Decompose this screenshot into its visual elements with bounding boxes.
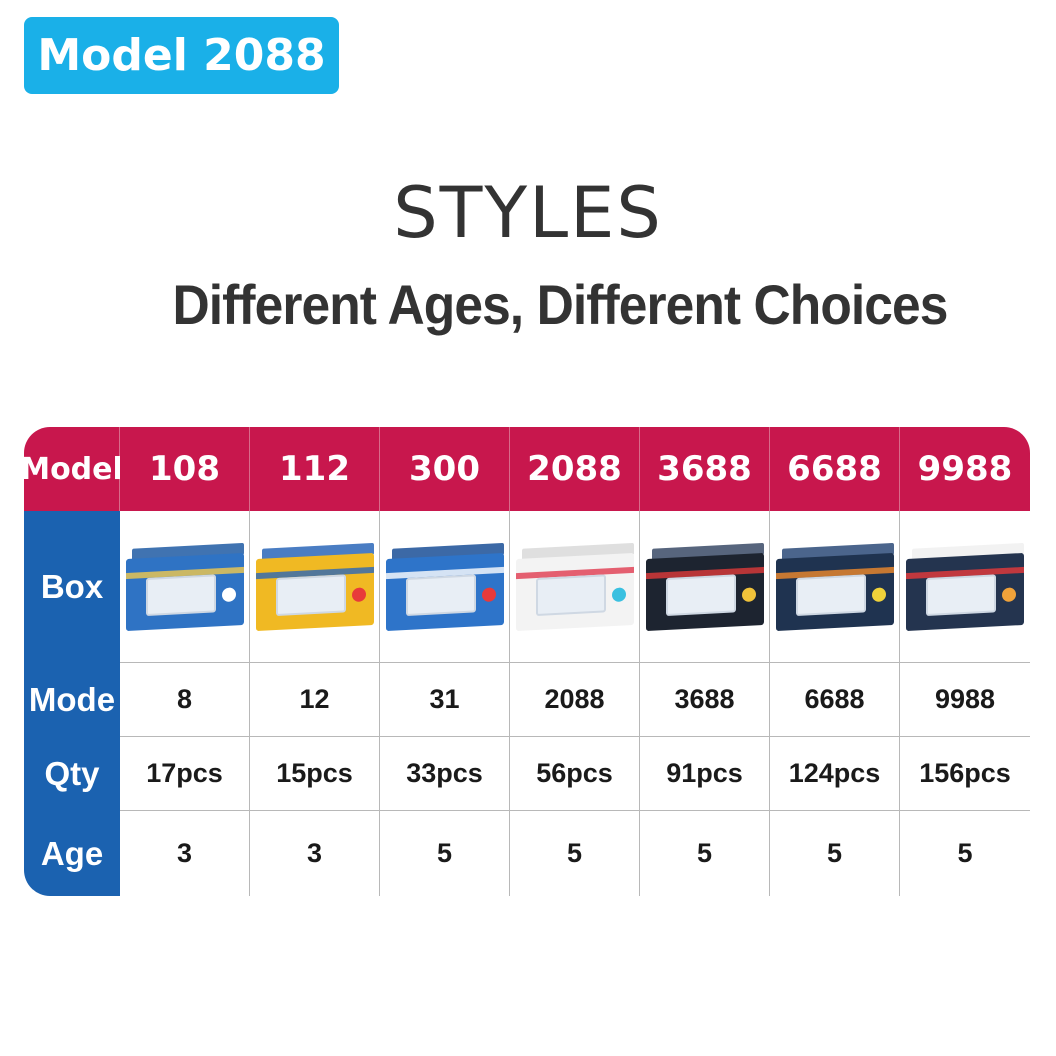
- header-model: 300: [380, 427, 510, 511]
- circuit-board: [535, 573, 606, 616]
- box-accent: [481, 586, 496, 602]
- box-accent: [221, 586, 236, 602]
- box-cell: [900, 511, 1030, 663]
- age-value: 5: [510, 811, 640, 896]
- styles-table: Model 108 112 300 2088 3688 6688 9988 Bo…: [24, 427, 1030, 896]
- qty-value: 124pcs: [770, 737, 900, 811]
- mode-value: 12: [250, 663, 380, 737]
- age-value: 3: [250, 811, 380, 896]
- mode-value: 2088: [510, 663, 640, 737]
- box-cell: [380, 511, 510, 663]
- box-cell: [640, 511, 770, 663]
- header-model: 108: [120, 427, 250, 511]
- age-value: 5: [957, 838, 973, 868]
- circuit-board: [795, 573, 866, 616]
- row-label-mode: Mode: [24, 663, 120, 737]
- circuit-board: [405, 573, 476, 616]
- age-value: 5: [380, 811, 510, 896]
- row-label-box: Box: [24, 511, 120, 663]
- header-model: 9988: [900, 427, 1030, 511]
- header-model-label: Model: [24, 427, 123, 511]
- age-value: 5: [770, 811, 900, 896]
- box-accent: [741, 586, 756, 602]
- qty-value: 15pcs: [250, 737, 380, 811]
- header-model: 6688: [770, 427, 900, 511]
- qty-value: 156pcs: [900, 737, 1030, 811]
- circuit-board: [926, 573, 996, 616]
- circuit-board: [275, 573, 346, 616]
- box-cell: [120, 511, 250, 663]
- mode-value: 9988: [900, 663, 1030, 737]
- styles-grid: Model 108 112 300 2088 3688 6688 9988 Bo…: [24, 427, 1030, 896]
- header-model: 2088: [510, 427, 640, 511]
- circuit-board: [665, 573, 736, 616]
- model-badge: Model 2088: [24, 17, 339, 94]
- mode-value: 31: [380, 663, 510, 737]
- age-value: 5: [640, 811, 770, 896]
- product-box-image: [515, 542, 634, 631]
- box-accent: [611, 586, 626, 602]
- box-accent: [871, 586, 886, 602]
- box-accent: [351, 586, 366, 602]
- circuit-board: [145, 573, 216, 616]
- product-box-image: [255, 542, 374, 631]
- box-accent: [1002, 586, 1016, 602]
- mode-value: 3688: [640, 663, 770, 737]
- row-label-qty: Qty: [24, 737, 120, 811]
- header-model: 112: [250, 427, 380, 511]
- product-box-image: [775, 542, 894, 631]
- product-box-image: [906, 542, 1024, 631]
- qty-value: 56pcs: [510, 737, 640, 811]
- page-subtitle: Different Ages, Different Choices: [172, 273, 948, 336]
- product-box-image: [385, 542, 504, 631]
- box-cell: [770, 511, 900, 663]
- product-box-image: [645, 542, 764, 631]
- qty-value: 91pcs: [640, 737, 770, 811]
- mode-value: 8: [120, 663, 250, 737]
- box-cell: [250, 511, 380, 663]
- product-box-image: [125, 542, 244, 631]
- age-value: 3: [120, 811, 250, 896]
- box-cell: [510, 511, 640, 663]
- header-model: 3688: [640, 427, 770, 511]
- row-label-age: Age: [24, 811, 120, 896]
- qty-value: 33pcs: [380, 737, 510, 811]
- mode-value: 6688: [770, 663, 900, 737]
- qty-value: 17pcs: [120, 737, 250, 811]
- page-title: STYLES: [393, 172, 663, 254]
